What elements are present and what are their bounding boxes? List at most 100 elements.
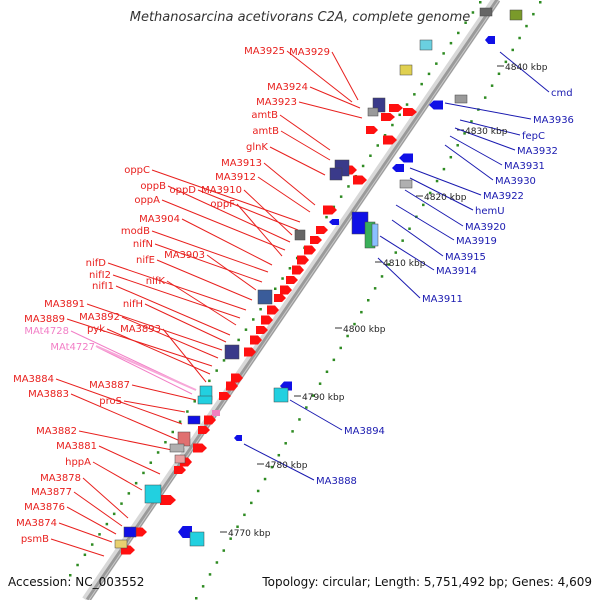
scale-tick [373,287,377,290]
scale-label: 4820 kbp [424,193,467,203]
backbone-tick [164,440,167,444]
backbone-tick [149,461,153,464]
backbone-tick [479,1,482,4]
scale-label: 4830 kbp [465,127,508,137]
scale-tick [525,24,528,28]
backbone-tick [442,52,445,55]
backbone-tick [325,215,328,219]
forward-leader-line [197,189,299,231]
backbone-tick [376,144,379,147]
backbone-tick [427,72,431,76]
forward-leader-line [107,262,247,311]
backbone-tick [457,31,460,35]
backbone-tick [259,307,262,311]
forward-gene-label: MA3929 [289,47,330,58]
reverse-gene-label: MA3914 [436,266,477,277]
forward-gene-arrow [316,226,328,234]
forward-leader-line [144,303,227,343]
forward-leader-line [92,461,143,491]
forward-gene-label: MA3884 [13,374,54,385]
forward-gene-label: amtB [252,126,279,137]
forward-gene-block [187,415,201,425]
forward-gene-arrow [403,108,417,116]
scale-tick [339,346,342,350]
reverse-gene-block [273,387,289,403]
scale-tick [456,144,459,147]
forward-gene-arrow [304,245,316,255]
backbone-tick [186,410,189,413]
scale-tick [256,489,260,493]
backbone-tick [361,164,365,168]
forward-gene-label: MA3925 [244,46,285,57]
backbone-tick [274,287,277,290]
forward-gene-arrow [267,305,279,315]
backbone-tick [398,113,401,117]
forward-gene-arrow [297,255,309,265]
forward-leader-line [151,230,269,273]
rna-gene-label: MAt4727 [50,342,95,353]
reverse-gene-label: MA3930 [495,176,536,187]
forward-gene-label: oppD [169,185,196,196]
forward-gene-label: proS [99,396,122,407]
backbone-tick [120,502,123,505]
scale-tick [311,394,315,397]
forward-gene-block [257,289,273,305]
forward-leader-line [298,101,363,119]
forward-gene-label: MA3876 [24,502,65,513]
forward-gene-arrow [193,443,207,453]
forward-gene-block [144,484,162,504]
reverse-gene-label: MA3888 [316,476,357,487]
backbone-tick [281,277,284,280]
scale-tick [215,561,219,564]
reverse-leader-line [391,219,444,257]
scale-label: 4800 kbp [343,325,386,335]
scale-tick [518,36,521,40]
forward-gene-block [169,443,185,453]
scale-tick [408,227,411,230]
reverse-gene-label: MA3920 [465,222,506,233]
forward-gene-block [329,167,343,181]
reverse-leader-line [459,119,521,136]
forward-gene-label: nifD [86,258,107,269]
reverse-gene-label: MA3931 [504,161,545,172]
reverse-gene-label: MA3936 [533,115,574,126]
reverse-leader-line [379,235,435,271]
scale-tick [236,525,239,528]
forward-leader-line [66,506,117,535]
reverse-gene-label: MA3919 [456,236,497,247]
scale-tick [394,251,398,254]
reverse-gene-label: hemU [475,206,505,217]
scale-tick [277,453,281,457]
scale-tick [243,513,246,517]
reverse-gene-label: MA3932 [517,146,558,157]
forward-gene-arrow [261,315,273,325]
forward-leader-line [115,285,231,336]
forward-leader-line [309,86,361,109]
forward-gene-label: MA3893 [120,324,161,335]
forward-gene-label: MA3877 [31,487,72,498]
backbone-tick [405,103,409,106]
scale-tick [201,585,205,588]
forward-leader-line [167,185,291,243]
forward-gene-label: oppA [134,195,160,206]
forward-gene-label: amtB [251,110,278,121]
reverse-gene-label: MA3922 [483,191,524,202]
reverse-gene-label: MA3894 [344,426,385,437]
forward-gene-arrow [133,527,147,537]
forward-leader-line [123,400,186,413]
forward-gene-arrow [323,205,337,215]
forward-gene-label: nifK [146,276,166,287]
reverse-gene-label: fepC [522,131,545,142]
backbone-tick [90,543,94,546]
forward-leader-line [55,378,183,425]
forward-gene-label: nifI2 [89,270,111,281]
forward-gene-arrow [250,335,262,345]
reverse-gene-arrow [485,36,495,44]
backbone-tick [215,369,218,372]
scale-tick [222,549,226,552]
map-title: Methanosarcina acetivorans C2A, complete… [129,10,471,25]
scale-tick [497,72,501,76]
reverse-gene-block [399,179,413,189]
reverse-leader-line [499,51,550,93]
